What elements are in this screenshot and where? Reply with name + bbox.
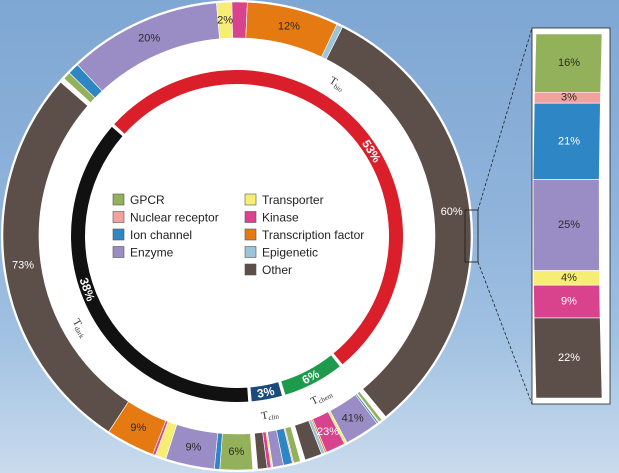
outer-label-tdark-enzyme: 9%	[185, 442, 201, 454]
zoom-label-transporter: 4%	[561, 272, 577, 284]
outer-segment-tdark-other	[2, 81, 129, 433]
zoom-bar-other	[533, 317, 603, 399]
legend-swatch-transporter	[244, 193, 257, 206]
legend-swatch-ion-channel	[112, 228, 125, 241]
legend-label-kinase: Kinase	[262, 211, 299, 225]
legend-swatch-nuclear-receptor	[112, 211, 125, 223]
zoom-label-kinase: 9%	[561, 296, 577, 308]
legend-label-transcription-factor: Transcription factor	[262, 228, 364, 242]
zoom-label-gpcr: 16%	[558, 57, 580, 69]
outer-segment-tbio-other	[325, 26, 472, 418]
legend-label-enzyme: Enzyme	[130, 246, 174, 260]
inner-segment-tclin	[250, 382, 283, 402]
outer-label-tbio-other: 60%	[441, 206, 463, 218]
inner-segment-tchem	[281, 355, 340, 395]
legend-swatch-transcription-factor	[244, 228, 257, 241]
legend-swatch-epigenetic	[244, 246, 257, 258]
zoom-label-nuclear-receptor: 3%	[561, 92, 577, 104]
inner-segment-tdark	[71, 126, 249, 402]
legend-label-nuclear-receptor: Nuclear receptor	[130, 211, 219, 225]
outer-label-tchem-kinase: 23%	[317, 426, 339, 438]
inner-label-tclin: 3%	[256, 384, 276, 401]
zoom-label-ion-channel: 21%	[558, 135, 580, 147]
tier-tag-tclin: Tclin	[260, 407, 280, 423]
legend-swatch-gpcr	[112, 193, 125, 206]
outer-label-tchem-enzyme: 41%	[342, 412, 364, 424]
legend-label-ion-channel: Ion channel	[130, 228, 192, 242]
outer-label-tdark-gpcr: 6%	[228, 446, 244, 458]
legend-label-transporter: Transporter	[262, 193, 324, 207]
legend-label-other: Other	[262, 263, 292, 277]
chart-background-disc	[1, 0, 473, 472]
legend-label-gpcr: GPCR	[130, 193, 165, 207]
zoom-connector-top	[477, 27, 533, 211]
zoom-label-other: 22%	[558, 352, 580, 364]
outer-label-tbio-transporter: 2%	[217, 14, 233, 26]
zoom-source-box	[464, 209, 479, 263]
outer-segment-tclin-other	[254, 432, 268, 470]
legend-swatch-enzyme	[112, 246, 125, 258]
legend-swatch-kinase	[244, 211, 257, 223]
outer-label-tbio-transcription-factor: 12%	[278, 20, 300, 32]
legend-label-epigenetic: Epigenetic	[262, 246, 318, 260]
legend-swatch-other	[244, 263, 257, 276]
outer-label-tdark-other: 73%	[12, 259, 34, 271]
zoom-connector-bottom	[477, 261, 533, 405]
zoom-label-enzyme: 25%	[558, 219, 580, 231]
outer-segment-tbio-kinase	[231, 1, 248, 39]
outer-label-tbio-enzyme: 20%	[138, 33, 160, 45]
outer-segment-tchem-other	[294, 420, 322, 461]
outer-label-tdark-transcription-factor: 9%	[130, 422, 146, 434]
inner-segment-tbio	[114, 69, 404, 365]
